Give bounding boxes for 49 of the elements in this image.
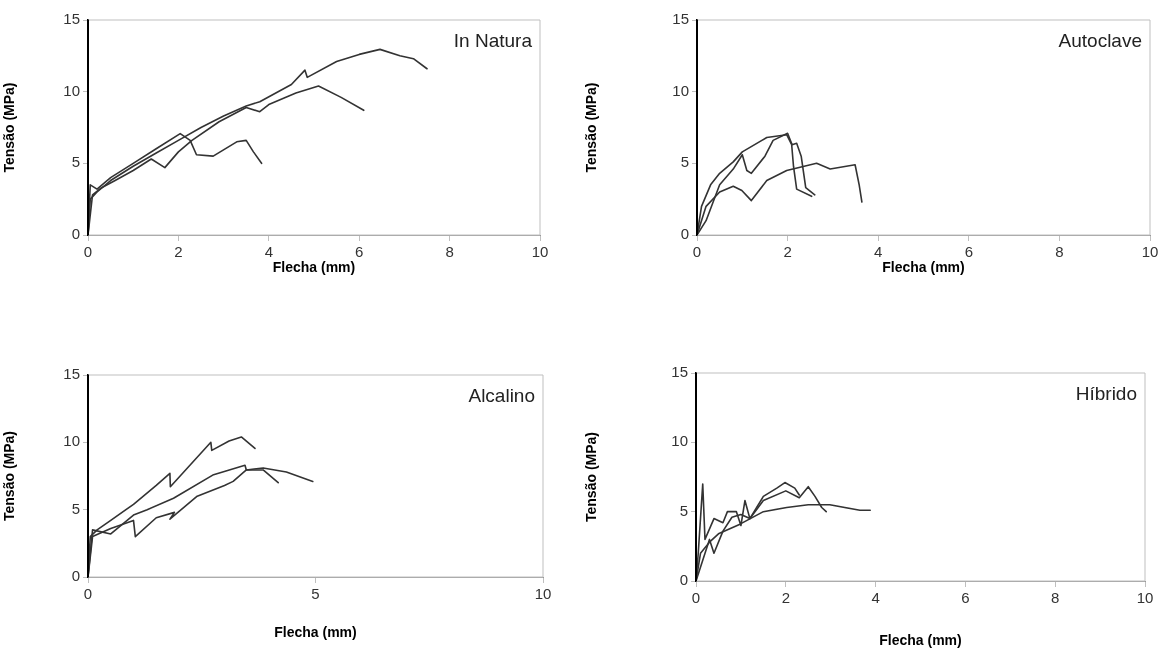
x-axis-title: Flecha (mm) [879, 632, 962, 649]
x-tick-label: 6 [961, 589, 970, 607]
y-tick-label: 0 [71, 567, 80, 585]
y-tick-label: 10 [671, 432, 688, 450]
x-tick-label: 0 [691, 589, 701, 607]
x-tick-label: 0 [83, 243, 93, 261]
y-axis-title: Tensão (MPa) [1, 82, 18, 173]
y-tick-label: 10 [63, 81, 80, 99]
y-axis-title: Tensão (MPa) [583, 432, 600, 522]
y-tick-label: 5 [71, 499, 80, 517]
y-tick-label: 10 [63, 432, 80, 450]
y-tick-label: 0 [71, 225, 80, 243]
y-tick-label: 0 [680, 225, 689, 243]
x-tick-label: 4 [874, 243, 883, 261]
x-tick-label: 2 [783, 243, 792, 261]
x-tick-label: 8 [1051, 589, 1060, 607]
x-axis-title: Flecha (mm) [274, 624, 357, 641]
x-tick-label: 10 [531, 243, 549, 261]
y-tick-label: 5 [71, 153, 80, 171]
x-tick-label: 0 [692, 243, 702, 261]
x-tick-label: 4 [264, 243, 273, 261]
x-tick-label: 4 [871, 589, 880, 607]
y-tick-label: 0 [679, 571, 688, 589]
x-tick-label: 2 [174, 243, 183, 261]
x-tick-label: 8 [1055, 243, 1064, 261]
y-tick-label: 15 [671, 363, 688, 381]
y-tick-label: 15 [63, 365, 80, 383]
x-tick-label: 2 [781, 589, 790, 607]
y-axis-title: Tensão (MPa) [1, 431, 18, 521]
y-axis-title: Tensão (MPa) [583, 82, 600, 173]
y-tick-label: 10 [672, 81, 689, 99]
text: Autoclave [1058, 29, 1142, 51]
x-tick-label: 8 [445, 243, 454, 261]
y-tick-label: 5 [679, 501, 688, 519]
text: Alcalino [468, 384, 535, 406]
text: Híbrido [1075, 382, 1137, 404]
x-axis-title: Flecha (mm) [272, 259, 356, 276]
x-tick-label: 6 [355, 243, 364, 261]
x-tick-label: 0 [83, 585, 93, 603]
y-tick-label: 15 [63, 10, 80, 28]
text: In Natura [453, 29, 533, 51]
x-axis-title: Flecha (mm) [882, 259, 965, 276]
x-tick-label: 10 [1136, 589, 1154, 607]
x-tick-label: 5 [311, 585, 320, 603]
x-tick-label: 6 [964, 243, 973, 261]
y-tick-label: 5 [680, 153, 689, 171]
x-tick-label: 10 [1141, 243, 1159, 261]
x-tick-label: 10 [534, 585, 552, 603]
y-tick-label: 15 [672, 10, 689, 28]
